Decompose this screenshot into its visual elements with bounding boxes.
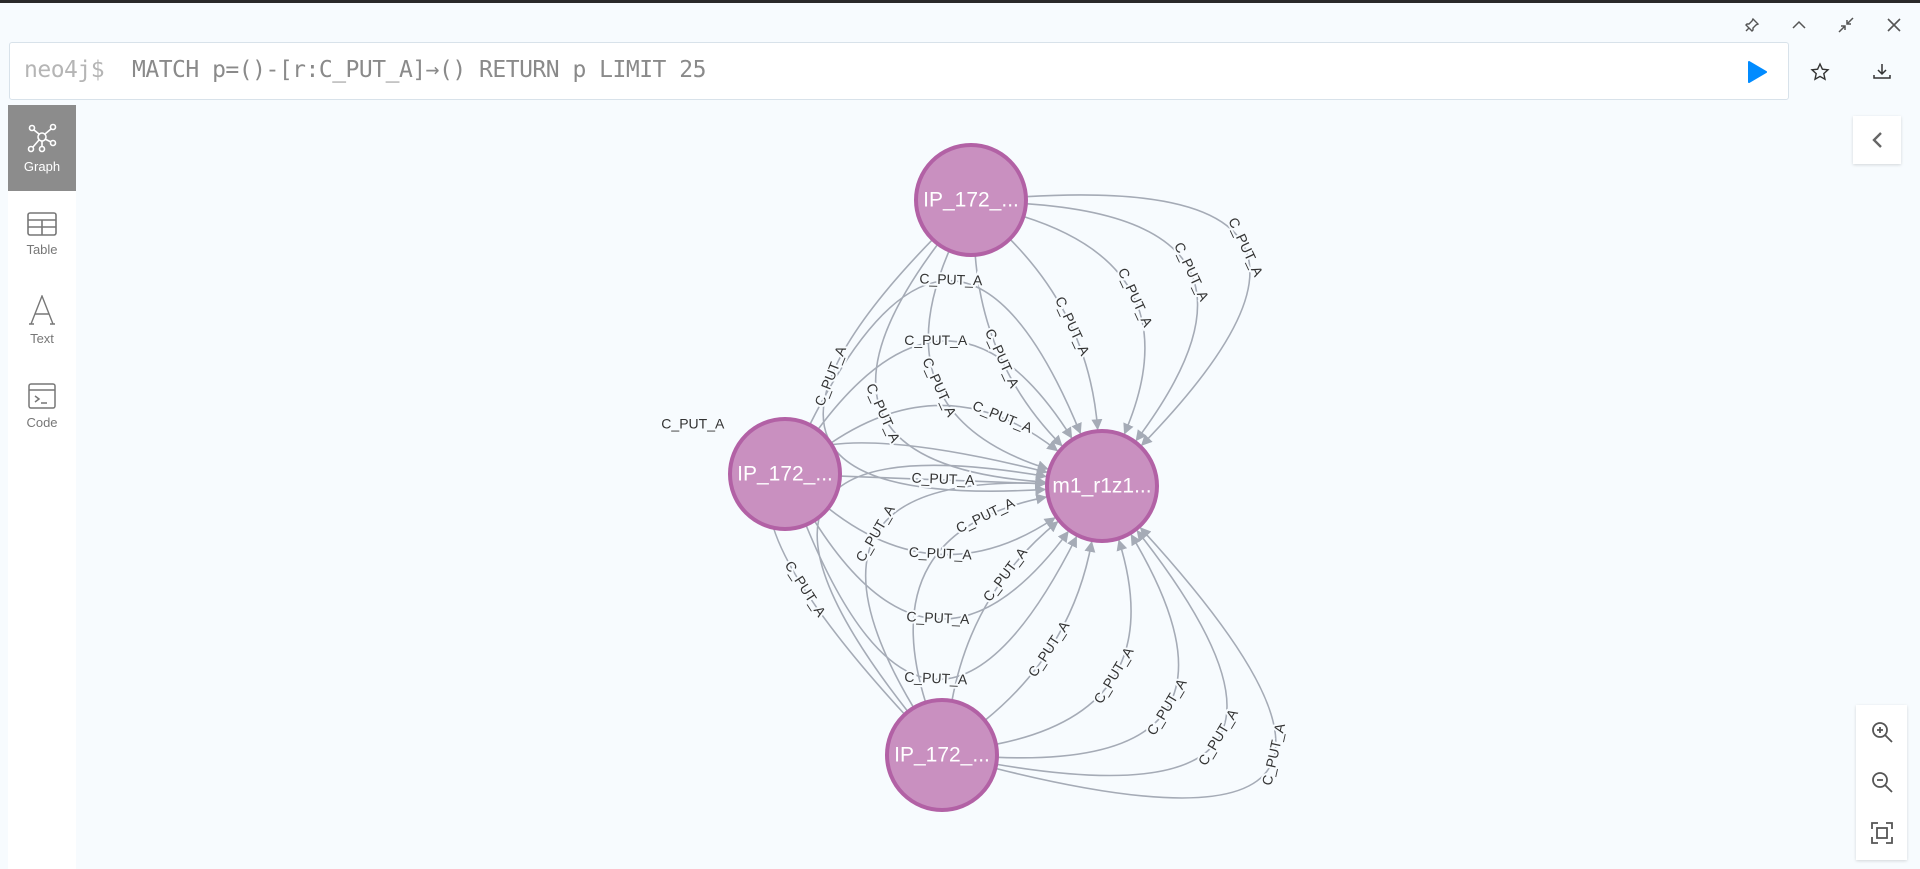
query-editor[interactable]: neo4j$ MATCH p=()-[r:C_PUT_A]→() RETURN … <box>9 42 1789 100</box>
node-label: m1_r1z1... <box>1052 475 1151 498</box>
chevron-left-icon <box>1872 132 1882 148</box>
relationship-edge[interactable] <box>874 243 1047 487</box>
relationship-label: C_PUT_A <box>661 415 725 431</box>
close-button[interactable] <box>1879 14 1909 36</box>
relationship-label: C_PUT_A <box>909 544 973 563</box>
download-icon <box>1873 64 1891 79</box>
sidebar-item-label: Graph <box>23 158 61 174</box>
query-input[interactable]: MATCH p=()-[r:C_PUT_A]→() RETURN p LIMIT… <box>132 57 706 83</box>
zoom-controls <box>1856 705 1907 860</box>
sidebar-item-text[interactable]: Text <box>8 277 76 363</box>
graph-node[interactable] <box>728 417 842 531</box>
sidebar-item-graph[interactable]: Graph <box>8 105 76 191</box>
zoom-in-button[interactable] <box>1856 707 1907 757</box>
close-icon <box>1887 18 1901 32</box>
sidebar-item-table[interactable]: Table <box>8 191 76 277</box>
node-label: IP_172_... <box>923 189 1019 212</box>
relationship-label: C_PUT_A <box>1025 617 1073 679</box>
relationship-edge[interactable] <box>817 340 1073 439</box>
editor-prompt: neo4j$ <box>24 57 105 83</box>
relationship-label: C_PUT_A <box>1115 265 1156 329</box>
zoom-out-button[interactable] <box>1856 757 1907 807</box>
relationship-label: C_PUT_A <box>953 494 1017 536</box>
pin-button[interactable] <box>1737 14 1767 36</box>
star-icon <box>1810 62 1830 81</box>
relationship-edge[interactable] <box>1009 238 1103 431</box>
relationship-edge[interactable] <box>927 250 1049 472</box>
relationship-edge[interactable] <box>1025 202 1199 442</box>
relationship-label: C_PUT_A <box>982 326 1023 391</box>
graph-node[interactable] <box>1045 429 1159 543</box>
graph-node[interactable] <box>885 698 999 812</box>
relationship-label: C_PUT_A <box>904 669 968 688</box>
relationship-label: C_PUT_A <box>1225 215 1266 279</box>
graph-node[interactable] <box>914 143 1028 257</box>
relationship-edge[interactable] <box>827 507 1056 556</box>
relationship-label: C_PUT_A <box>1143 675 1190 738</box>
text-icon <box>29 294 55 325</box>
relationship-edge[interactable] <box>865 477 1047 709</box>
graph-icon <box>27 123 57 152</box>
relationship-label: C_PUT_A <box>919 355 960 420</box>
relationship-edge[interactable] <box>996 533 1180 759</box>
zoom-out-icon <box>1871 772 1893 793</box>
run-button[interactable] <box>1742 57 1772 87</box>
zoom-in-icon <box>1871 722 1893 743</box>
relationship-edge[interactable] <box>1023 215 1146 435</box>
node-label: IP_172_... <box>894 744 990 767</box>
relationship-edge[interactable] <box>984 540 1096 722</box>
download-button[interactable] <box>1867 57 1897 87</box>
relationship-edge[interactable] <box>995 527 1277 799</box>
relationship-edge[interactable] <box>808 279 1082 435</box>
relationship-label: C_PUT_A <box>1195 705 1242 768</box>
chevron-up-icon <box>1792 20 1806 29</box>
node-label: IP_172_... <box>737 463 833 486</box>
pin-icon <box>1745 17 1760 32</box>
relationship-edge[interactable] <box>830 404 1059 452</box>
table-icon <box>27 211 57 236</box>
relationship-edge[interactable] <box>995 539 1132 746</box>
relationship-label: C_PUT_A <box>1259 721 1289 787</box>
view-sidebar: Graph Table Text Code <box>8 105 76 869</box>
relationship-label: C_PUT_A <box>904 332 968 348</box>
relationship-label: C_PUT_A <box>919 270 983 288</box>
code-icon <box>28 382 56 409</box>
shrink-icon <box>1838 17 1854 33</box>
sidebar-item-label: Code <box>26 414 58 430</box>
sidebar-item-label: Text <box>30 330 54 346</box>
fit-to-screen-button[interactable] <box>1856 808 1907 858</box>
relationship-edge[interactable] <box>912 493 1048 703</box>
fit-screen-icon <box>1870 822 1893 844</box>
relationship-label: C_PUT_A <box>979 544 1030 605</box>
favorite-button[interactable] <box>1805 57 1835 87</box>
shrink-button[interactable] <box>1831 14 1861 36</box>
relationship-edge[interactable] <box>813 520 1069 620</box>
relationship-label: C_PUT_A <box>863 381 904 446</box>
window-top-border <box>0 0 1920 3</box>
relationship-edge[interactable] <box>1025 194 1251 446</box>
relationship-label: C_PUT_A <box>1090 644 1137 707</box>
relationship-edge[interactable] <box>996 529 1228 777</box>
relationship-edge[interactable] <box>805 524 1078 681</box>
relationship-label: C_PUT_A <box>852 502 898 565</box>
sidebar-item-code[interactable]: Code <box>8 363 76 449</box>
sidebar-item-label: Table <box>26 241 58 257</box>
collapse-button[interactable] <box>1784 14 1814 36</box>
relationship-label: C_PUT_A <box>1171 240 1212 304</box>
relationship-label: C_PUT_A <box>911 469 975 487</box>
relationship-edge[interactable] <box>951 521 1059 702</box>
relationship-label: C_PUT_A <box>906 608 970 627</box>
relationship-label: C_PUT_A <box>1052 294 1093 359</box>
play-icon <box>1748 61 1767 83</box>
toggle-details-button[interactable] <box>1853 116 1901 164</box>
